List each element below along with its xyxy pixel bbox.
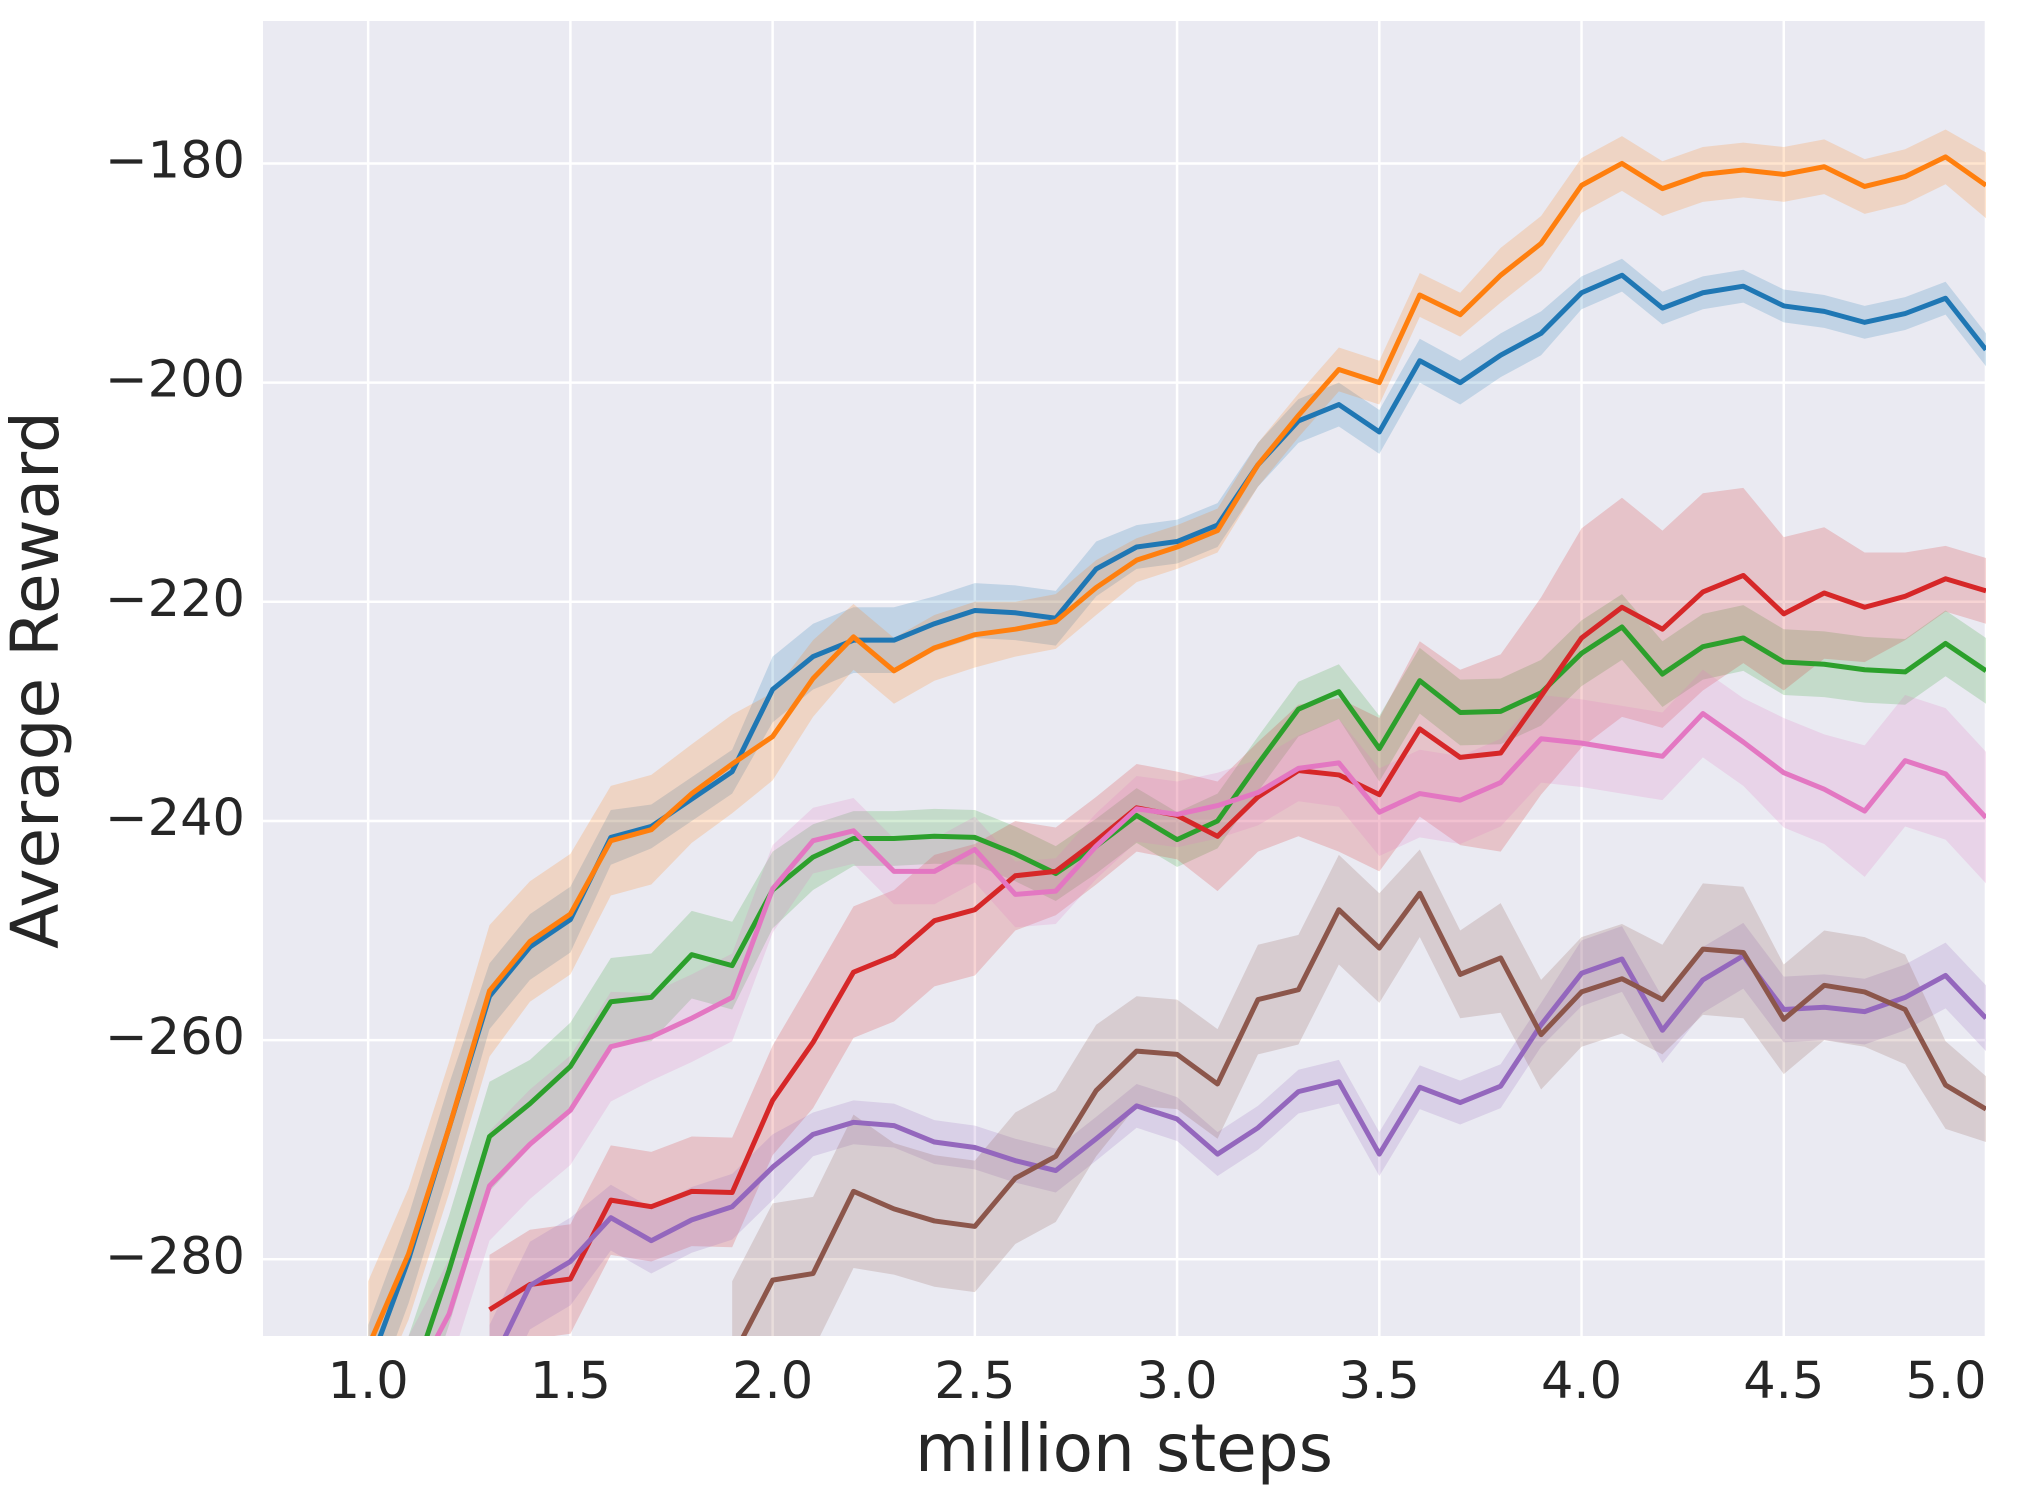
x-tick-label: 3.5 — [1339, 1352, 1420, 1411]
line — [377, 272, 1986, 1336]
y-tick-label: −280 — [105, 1227, 245, 1286]
y-tick-label: −220 — [105, 570, 245, 629]
x-tick-label: 2.0 — [732, 1352, 813, 1411]
error-band — [408, 669, 1986, 1336]
line — [502, 953, 1986, 1336]
line — [370, 154, 1986, 1336]
x-tick-label: 3.0 — [1137, 1352, 1218, 1411]
x-axis-label: million steps — [915, 1410, 1333, 1487]
y-tick-label: −200 — [105, 351, 245, 410]
line — [424, 624, 1986, 1336]
x-tick-label: 4.5 — [1743, 1352, 1824, 1411]
x-tick-label: 1.0 — [328, 1352, 409, 1411]
error-band — [489, 922, 1986, 1336]
line — [488, 572, 1986, 1312]
y-tick-label: −240 — [105, 789, 245, 848]
x-tick-label: 1.5 — [530, 1352, 611, 1411]
error-band — [732, 849, 1986, 1336]
error-band — [489, 487, 1986, 1336]
x-tick-label: 4.0 — [1541, 1352, 1622, 1411]
x-tick-label: 2.5 — [934, 1352, 1015, 1411]
x-tick-label: 5.0 — [1905, 1352, 1986, 1411]
y-tick-label: −260 — [105, 1008, 245, 1067]
line — [434, 711, 1986, 1336]
y-tick-label: −180 — [105, 131, 245, 190]
y-axis-label: Average Reward — [0, 411, 74, 949]
line — [740, 890, 1986, 1336]
